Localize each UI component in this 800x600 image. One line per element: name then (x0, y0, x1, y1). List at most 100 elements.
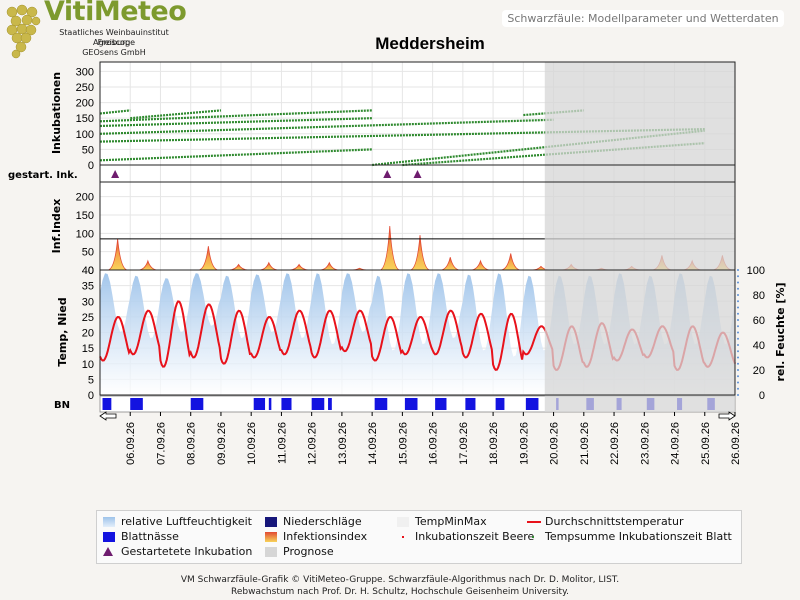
leaf-wetness-bar (281, 398, 292, 410)
legend-label: TempMinMax (415, 515, 487, 528)
infection-tick-label: 150 (76, 210, 94, 222)
humidity-axis-dot (737, 394, 739, 396)
leaf-wetness-bar (435, 398, 447, 410)
logo-line-2: Agroscope (92, 38, 136, 47)
incubation-tick-label: 150 (76, 113, 94, 125)
humidity-axis-dot (737, 337, 739, 340)
x-tick-label: 12.09.26 (307, 422, 319, 465)
leaf-wetness-bar (311, 398, 325, 410)
legend: relative Luftfeuchtigkeit Niederschläge Te… (96, 510, 742, 564)
tempminmax-swatch (397, 517, 409, 527)
humidity-tick-label: 0 (759, 390, 765, 402)
x-tick-label: 23.09.26 (639, 422, 651, 465)
infection-tick-label: 200 (76, 192, 94, 204)
infection-peak (500, 253, 521, 271)
humidity-axis-dot (737, 281, 739, 284)
humidity-axis-dot (737, 350, 739, 353)
infection-peak (379, 225, 400, 271)
humidity-axis-dot (737, 294, 739, 296)
started-incubation-marker (383, 170, 392, 178)
x-tick-label: 22.09.26 (609, 422, 621, 465)
humidity-tick-label: 80 (753, 290, 765, 302)
legend-label: Durchschnittstemperatur (545, 515, 684, 528)
humidity-tick-label: 100 (747, 265, 765, 277)
started-incubation-marker (111, 170, 120, 178)
humidity-swatch (103, 517, 115, 527)
scroll-right-icon (718, 411, 736, 421)
humidity-axis-dot (737, 319, 739, 321)
logo-line-3: GEOsens GmbH (82, 48, 146, 57)
incubation-tick-label: 200 (76, 98, 94, 110)
incubation-tick-label: 50 (82, 144, 94, 156)
legend-label: Inkubationszeit Beere (415, 530, 535, 543)
legend-label: Gestartetete Inkubation (121, 545, 253, 558)
humidity-axis-dot (737, 312, 739, 315)
x-tick-label: 26.09.26 (730, 422, 742, 465)
infection-peak (409, 235, 431, 271)
started-incubation-label: gestart. Ink. (8, 170, 78, 181)
logo-line-1: Staatliches Weinbauinstitut Freiburg (59, 28, 169, 47)
header-title: Schwarzfäule: Modellparameter und Wetter… (502, 10, 784, 27)
incubation-line (372, 129, 705, 167)
temperature-tick-label: 20 (82, 328, 94, 340)
x-tick-label: 17.09.26 (458, 422, 470, 465)
x-tick-label: 08.09.26 (186, 422, 198, 465)
legend-label: Prognose (283, 545, 334, 558)
prognosis-overlay (544, 62, 735, 412)
leaf-wetness-bar (374, 398, 388, 410)
leaf-wetness-bar (465, 398, 476, 410)
scroll-left-icon (99, 411, 117, 421)
x-tick-label: 18.09.26 (488, 422, 500, 465)
humidity-tick-label: 60 (753, 315, 765, 327)
infection-peak (440, 257, 461, 271)
leaf-wetness-bar (268, 398, 272, 410)
vitimeteo-logo: VitiMeteo Staatliches Weinbauinstitut Fr… (0, 0, 200, 60)
prognosis-swatch (265, 547, 277, 557)
x-tick-label: 25.09.26 (700, 422, 712, 465)
humidity-axis-dot (737, 325, 739, 328)
started-incubation-marker (413, 170, 422, 178)
humidity-axis-dot (737, 387, 739, 390)
footer-line-2: Rebwachstum nach Prof. Dr. H. Schultz, H… (231, 587, 569, 597)
humidity-axis-dot (737, 269, 739, 271)
chart-canvas: 0501001502002503000501001502000510152025… (8, 61, 787, 465)
dot-swatch (402, 536, 404, 538)
incubation-line (99, 109, 373, 123)
incubation-tick-label: 100 (76, 129, 94, 141)
x-tick-label: 21.09.26 (579, 422, 591, 465)
x-tick-label: 10.09.26 (246, 422, 258, 465)
humidity-tick-label: 40 (753, 340, 765, 352)
footer-line-1: VM Schwarzfäule-Grafik © VitiMeteo-Grupp… (180, 575, 620, 585)
x-tick-label: 24.09.26 (670, 422, 682, 465)
incubation-axis-title: Inkubationen (50, 72, 63, 154)
humidity-axis-dot (737, 300, 739, 303)
x-tick-label: 11.09.26 (276, 422, 288, 464)
leaf-wetness-bar (253, 398, 266, 410)
leaf-wetness-bar (190, 398, 204, 410)
leaf-wetness-bar (328, 398, 332, 410)
humidity-axis-dot (737, 375, 739, 378)
infection-tick-label: 100 (76, 228, 94, 240)
x-tick-label: 13.09.26 (337, 422, 349, 465)
x-tick-label: 09.09.26 (216, 422, 228, 465)
legend-label: relative Luftfeuchtigkeit (121, 515, 252, 528)
dot-swatch (532, 536, 534, 538)
temperature-tick-label: 10 (82, 359, 94, 371)
temperature-tick-label: 0 (88, 390, 94, 402)
incubation-line (99, 117, 373, 128)
legend-label: Niederschläge (283, 515, 362, 528)
grape-icon (6, 4, 41, 59)
temperature-tick-label: 15 (82, 343, 94, 355)
precipitation-swatch (265, 517, 277, 527)
x-tick-label: 15.09.26 (397, 422, 409, 465)
incubation-tick-label: 250 (76, 82, 94, 94)
infection-tick-label: 50 (82, 247, 94, 259)
legend-label: Tempsumme Inkubationszeit Blatt (545, 530, 732, 543)
temperature-tick-label: 25 (82, 312, 94, 324)
x-tick-label: 06.09.26 (125, 422, 137, 465)
chart-title: Meddersheim (375, 34, 485, 53)
x-tick-label: 16.09.26 (428, 422, 440, 465)
leaf-wetness-label: BN (54, 400, 70, 411)
legend-label: Infektionsindex (283, 530, 368, 543)
x-tick-label: 07.09.26 (155, 422, 167, 465)
